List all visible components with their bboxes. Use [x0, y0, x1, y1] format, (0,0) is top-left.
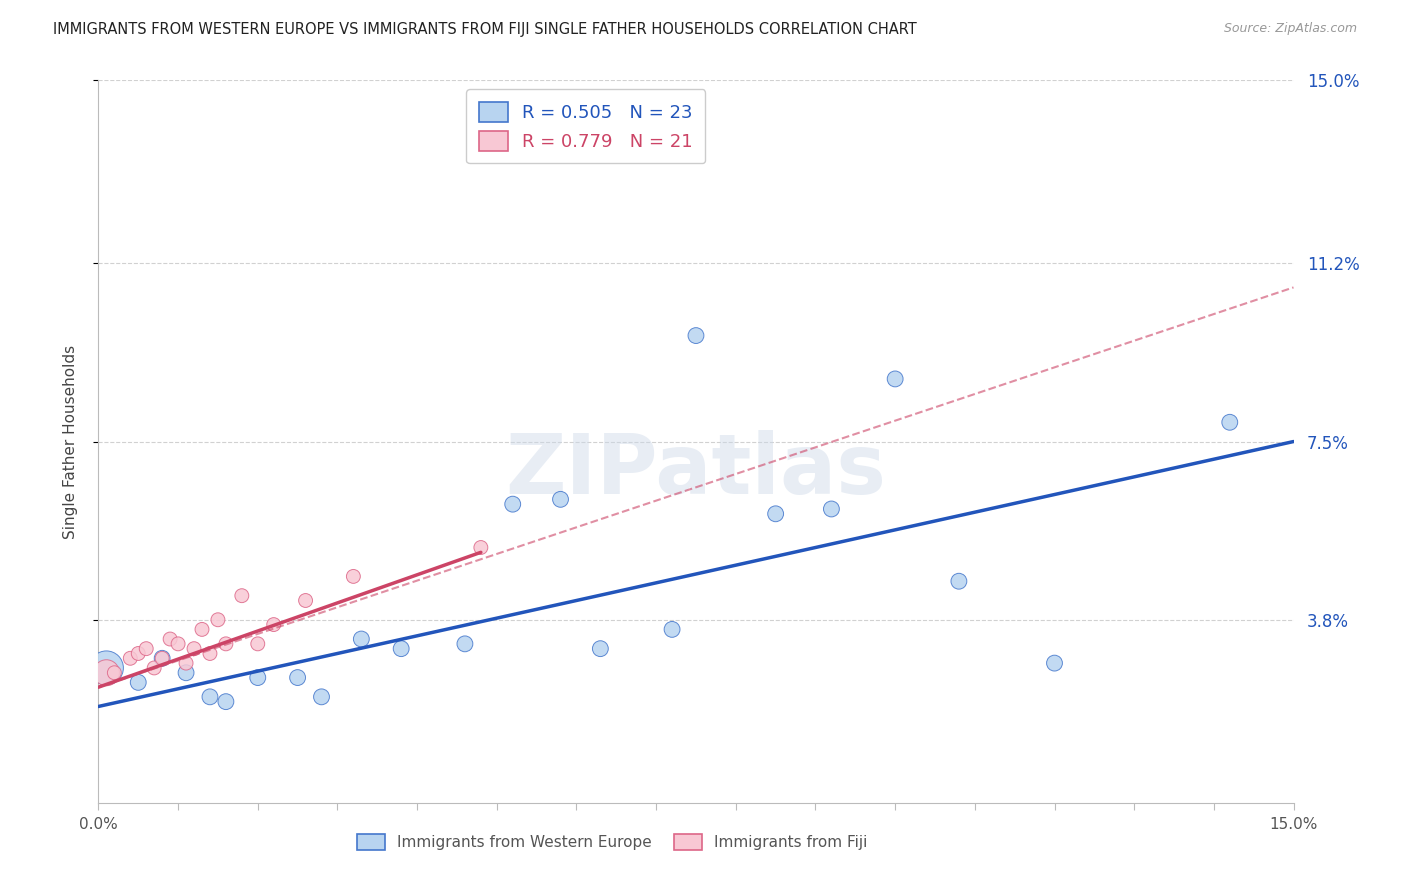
- Point: [1043, 656, 1066, 670]
- Point: [820, 502, 842, 516]
- Point: [263, 617, 285, 632]
- Text: Source: ZipAtlas.com: Source: ZipAtlas.com: [1223, 22, 1357, 36]
- Point: [948, 574, 970, 589]
- Point: [884, 372, 907, 386]
- Point: [661, 623, 683, 637]
- Point: [589, 641, 612, 656]
- Point: [454, 637, 477, 651]
- Point: [191, 623, 214, 637]
- Text: ZIPatlas: ZIPatlas: [506, 430, 886, 511]
- Point: [198, 647, 221, 661]
- Point: [342, 569, 364, 583]
- Point: [215, 695, 238, 709]
- Point: [207, 613, 229, 627]
- Point: [174, 665, 197, 680]
- Point: [143, 661, 166, 675]
- Point: [183, 641, 205, 656]
- Point: [167, 637, 190, 651]
- Point: [389, 641, 412, 656]
- Y-axis label: Single Father Households: Single Father Households: [63, 344, 77, 539]
- Point: [287, 671, 309, 685]
- Point: [311, 690, 333, 704]
- Point: [246, 671, 269, 685]
- Point: [103, 665, 125, 680]
- Point: [174, 656, 197, 670]
- Legend: Immigrants from Western Europe, Immigrants from Fiji: Immigrants from Western Europe, Immigran…: [352, 828, 873, 856]
- Point: [502, 497, 524, 511]
- Point: [96, 661, 118, 675]
- Point: [96, 665, 118, 680]
- Point: [765, 507, 787, 521]
- Point: [231, 589, 253, 603]
- Point: [150, 651, 173, 665]
- Point: [1219, 415, 1241, 429]
- Point: [150, 651, 173, 665]
- Point: [135, 641, 157, 656]
- Point: [215, 637, 238, 651]
- Text: IMMIGRANTS FROM WESTERN EUROPE VS IMMIGRANTS FROM FIJI SINGLE FATHER HOUSEHOLDS : IMMIGRANTS FROM WESTERN EUROPE VS IMMIGR…: [53, 22, 917, 37]
- Point: [198, 690, 221, 704]
- Point: [685, 328, 707, 343]
- Point: [550, 492, 572, 507]
- Point: [246, 637, 269, 651]
- Point: [120, 651, 142, 665]
- Point: [127, 647, 149, 661]
- Point: [159, 632, 181, 646]
- Point: [470, 541, 492, 555]
- Point: [127, 675, 149, 690]
- Point: [350, 632, 373, 646]
- Point: [294, 593, 316, 607]
